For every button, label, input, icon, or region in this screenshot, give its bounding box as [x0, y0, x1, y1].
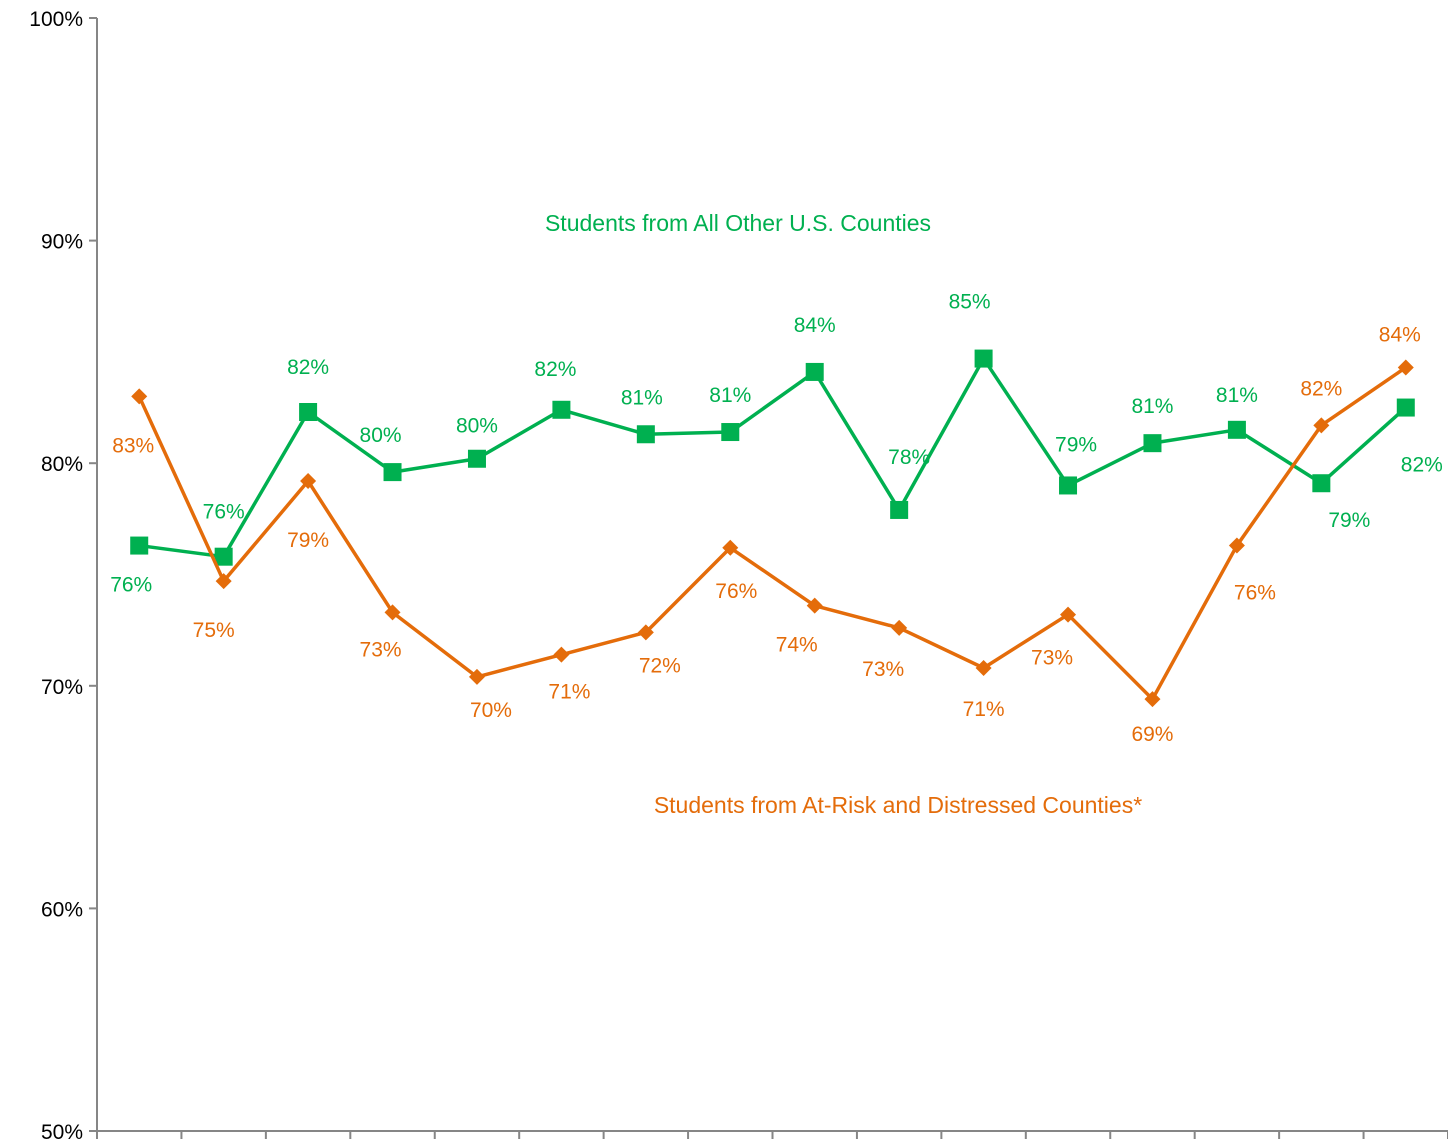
data-label: 71%	[548, 681, 590, 704]
series-line	[138, 356, 1407, 559]
data-point-square	[1227, 420, 1246, 439]
data-point-diamond	[300, 473, 317, 490]
data-label: 85%	[949, 291, 991, 314]
data-point-diamond	[1313, 417, 1330, 434]
y-tick-label: 60%	[41, 898, 83, 921]
series-all-other-counties	[130, 349, 1415, 566]
data-point-diamond	[1060, 606, 1077, 623]
data-point-square	[805, 362, 824, 381]
data-point-square	[299, 403, 318, 422]
data-point-diamond	[975, 659, 992, 676]
data-label: 73%	[1031, 647, 1073, 670]
data-label: 74%	[776, 634, 818, 657]
data-label: 82%	[287, 356, 329, 379]
data-point-square	[721, 423, 740, 442]
data-label: 73%	[862, 658, 904, 681]
data-point-square	[636, 425, 655, 444]
data-label: 81%	[1131, 395, 1173, 418]
data-label: 76%	[110, 574, 152, 597]
data-label: 82%	[1401, 454, 1443, 477]
data-point-square	[1396, 398, 1415, 417]
data-point-square	[974, 349, 993, 368]
data-point-square	[130, 536, 149, 555]
data-point-diamond	[806, 597, 823, 614]
data-point-diamond	[1144, 691, 1161, 708]
data-point-diamond	[468, 668, 485, 685]
data-point-diamond	[384, 604, 401, 621]
data-point-square	[383, 463, 402, 482]
data-label: 80%	[360, 424, 402, 447]
data-label: 76%	[203, 501, 245, 524]
data-point-diamond	[553, 646, 570, 663]
data-label: 81%	[709, 384, 751, 407]
data-label: 84%	[1379, 323, 1421, 346]
data-point-square	[1059, 476, 1078, 495]
data-label: 75%	[193, 619, 235, 642]
data-point-diamond	[891, 619, 908, 636]
data-label: 69%	[1131, 723, 1173, 746]
data-label: 71%	[963, 698, 1005, 721]
data-point-square	[552, 400, 571, 419]
data-label: 82%	[1300, 377, 1342, 400]
data-point-square	[890, 500, 909, 519]
series-label-all-other-counties: Students from All Other U.S. Counties	[545, 210, 931, 236]
data-label: 76%	[1234, 582, 1276, 605]
data-point-diamond	[131, 388, 148, 405]
data-label: 83%	[112, 434, 154, 457]
axes: 50% 60% 70% 80% 90% 100%	[29, 8, 1448, 1139]
data-label: 79%	[287, 529, 329, 552]
data-label: 81%	[621, 386, 663, 409]
data-label: 81%	[1216, 384, 1258, 407]
data-point-square	[1143, 434, 1162, 453]
data-point-square	[467, 449, 486, 468]
data-point-square	[1312, 474, 1331, 493]
data-label: 84%	[794, 314, 836, 337]
data-point-diamond	[722, 539, 739, 556]
series-label-at-risk-counties: Students from At-Risk and Distressed Cou…	[654, 792, 1142, 818]
data-label: 78%	[888, 446, 930, 469]
data-labels: 76% 76% 82% 80% 80% 82% 81% 81% 84% 78% 85% 79% 81% 8…	[110, 291, 1443, 747]
data-label: 79%	[1328, 509, 1370, 532]
y-tick-label: 80%	[41, 453, 83, 476]
series-line	[137, 366, 1407, 701]
data-point-diamond	[1228, 537, 1245, 554]
data-label: 80%	[456, 415, 498, 438]
y-tick-label: 100%	[29, 8, 83, 31]
data-point-diamond	[637, 624, 654, 641]
data-label: 72%	[639, 654, 681, 677]
data-label: 76%	[715, 580, 757, 603]
y-tick-label: 90%	[41, 231, 83, 254]
data-label: 79%	[1055, 433, 1097, 456]
series-at-risk-counties	[131, 359, 1414, 708]
data-label: 73%	[360, 638, 402, 661]
data-label: 70%	[470, 699, 512, 722]
series-layer	[130, 349, 1415, 708]
y-tick-label: 70%	[41, 676, 83, 699]
data-point-square	[214, 547, 233, 566]
data-point-diamond	[215, 573, 232, 590]
data-label: 82%	[534, 358, 576, 381]
data-point-diamond	[1397, 359, 1414, 376]
y-tick-label: 50%	[41, 1121, 83, 1139]
